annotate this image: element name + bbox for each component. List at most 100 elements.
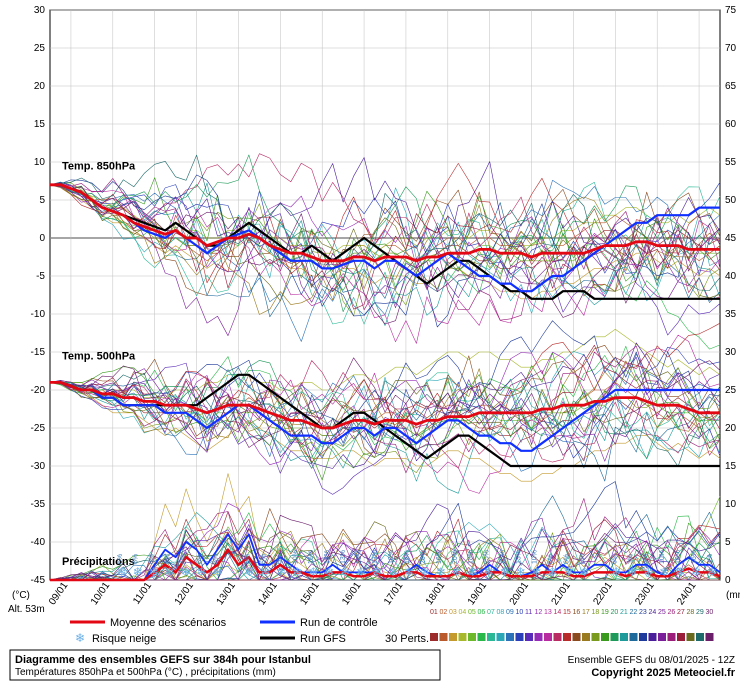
svg-text:10/01: 10/01	[89, 580, 113, 607]
svg-text:16: 16	[573, 609, 581, 616]
svg-text:18%: 18%	[468, 550, 475, 564]
svg-text:09: 09	[506, 609, 514, 616]
svg-text:10: 10	[725, 499, 737, 510]
svg-text:-45: -45	[31, 575, 46, 586]
svg-text:❄: ❄	[691, 565, 701, 579]
svg-text:❄: ❄	[181, 565, 191, 579]
svg-text:23/01: 23/01	[633, 580, 657, 607]
svg-text:07: 07	[487, 609, 495, 616]
svg-text:❄: ❄	[292, 565, 302, 579]
svg-text:55: 55	[725, 157, 737, 168]
svg-text:24: 24	[649, 609, 657, 616]
svg-text:20: 20	[34, 81, 46, 92]
svg-text:35: 35	[725, 309, 737, 320]
svg-text:Diagramme des ensembles GEFS s: Diagramme des ensembles GEFS sur 384h po…	[15, 654, 311, 666]
svg-text:16/01: 16/01	[340, 580, 364, 607]
svg-text:Temp. 850hPa: Temp. 850hPa	[62, 161, 136, 173]
svg-text:22/01: 22/01	[591, 580, 615, 607]
svg-text:23: 23	[639, 609, 647, 616]
svg-text:30: 30	[706, 609, 714, 616]
svg-text:10%: 10%	[388, 550, 395, 564]
svg-text:❄: ❄	[372, 565, 382, 579]
svg-text:05: 05	[468, 609, 476, 616]
svg-text:Alt. 53m: Alt. 53m	[8, 604, 45, 615]
svg-text:50: 50	[725, 195, 737, 206]
svg-text:17/01: 17/01	[382, 580, 406, 607]
ensemble-chart: { "layout": { "width": 740, "height": 70…	[0, 0, 740, 700]
svg-text:17: 17	[582, 609, 590, 616]
svg-text:04: 04	[459, 609, 467, 616]
svg-text:❄: ❄	[165, 565, 175, 579]
svg-text:❄: ❄	[563, 565, 573, 579]
svg-text:75: 75	[725, 5, 737, 16]
svg-text:16%: 16%	[356, 550, 363, 564]
svg-text:60: 60	[725, 119, 737, 130]
svg-text:06: 06	[478, 609, 486, 616]
svg-text:❄: ❄	[356, 565, 366, 579]
svg-text:20%: 20%	[452, 550, 459, 564]
svg-text:Run de contrôle: Run de contrôle	[300, 617, 378, 629]
svg-text:Copyright 2025 Meteociel.fr: Copyright 2025 Meteociel.fr	[591, 667, 735, 679]
svg-text:20/01: 20/01	[508, 580, 532, 607]
svg-text:❄: ❄	[468, 565, 478, 579]
svg-text:40: 40	[725, 271, 737, 282]
svg-text:❄: ❄	[548, 565, 558, 579]
svg-text:13%: 13%	[372, 550, 379, 564]
svg-text:15: 15	[725, 461, 737, 472]
svg-text:10%: 10%	[532, 550, 539, 564]
svg-text:❄: ❄	[484, 565, 494, 579]
svg-text:27: 27	[677, 609, 685, 616]
svg-text:-40: -40	[31, 537, 46, 548]
svg-text:12/01: 12/01	[173, 580, 197, 607]
svg-text:13: 13	[544, 609, 552, 616]
svg-text:❄: ❄	[244, 565, 254, 579]
svg-text:15/01: 15/01	[298, 580, 322, 607]
svg-text:6%: 6%	[643, 554, 650, 564]
svg-text:10%: 10%	[659, 550, 666, 564]
chart-svg: -45-40-35-30-25-20-15-10-505101520253005…	[0, 0, 740, 700]
svg-text:❄: ❄	[197, 565, 207, 579]
svg-text:14/01: 14/01	[256, 580, 280, 607]
svg-text:20: 20	[725, 423, 737, 434]
svg-text:65: 65	[725, 81, 737, 92]
svg-text:70: 70	[725, 43, 737, 54]
svg-text:16%: 16%	[308, 550, 315, 564]
svg-text:29: 29	[696, 609, 704, 616]
svg-text:19/01: 19/01	[466, 580, 490, 607]
svg-text:10: 10	[516, 609, 524, 616]
svg-text:21/01: 21/01	[550, 580, 574, 607]
svg-text:20: 20	[611, 609, 619, 616]
svg-text:❄: ❄	[436, 565, 446, 579]
svg-text:❄: ❄	[133, 565, 143, 579]
svg-text:26: 26	[668, 609, 676, 616]
svg-text:❄: ❄	[516, 565, 526, 579]
svg-text:16%: 16%	[404, 550, 411, 564]
svg-text:❄: ❄	[276, 565, 286, 579]
svg-text:❄: ❄	[532, 565, 542, 579]
svg-text:18/01: 18/01	[424, 580, 448, 607]
svg-text:16%: 16%	[691, 550, 698, 564]
svg-text:❄: ❄	[213, 565, 223, 579]
svg-text:6%: 6%	[563, 554, 570, 564]
svg-text:Run GFS: Run GFS	[300, 633, 346, 645]
svg-text:-15: -15	[31, 347, 46, 358]
svg-text:0: 0	[39, 233, 45, 244]
svg-text:28: 28	[687, 609, 695, 616]
svg-text:15: 15	[563, 609, 571, 616]
svg-text:3%: 3%	[627, 554, 634, 564]
svg-text:24/01: 24/01	[675, 580, 699, 607]
svg-text:(°C): (°C)	[12, 590, 30, 601]
svg-text:30 Perts.: 30 Perts.	[385, 633, 429, 645]
svg-text:❄: ❄	[452, 565, 462, 579]
svg-text:-5: -5	[36, 271, 45, 282]
svg-text:18%: 18%	[324, 550, 331, 564]
svg-text:09/01: 09/01	[47, 580, 71, 607]
svg-text:6%: 6%	[276, 554, 283, 564]
svg-text:5: 5	[725, 537, 731, 548]
svg-text:❄: ❄	[75, 631, 85, 645]
svg-text:Ensemble GEFS du 08/01/2025 -: Ensemble GEFS du 08/01/2025 - 12Z	[568, 655, 735, 666]
svg-text:20%: 20%	[420, 550, 427, 564]
svg-text:14: 14	[554, 609, 562, 616]
svg-text:❄: ❄	[659, 565, 669, 579]
svg-text:30: 30	[34, 5, 46, 16]
